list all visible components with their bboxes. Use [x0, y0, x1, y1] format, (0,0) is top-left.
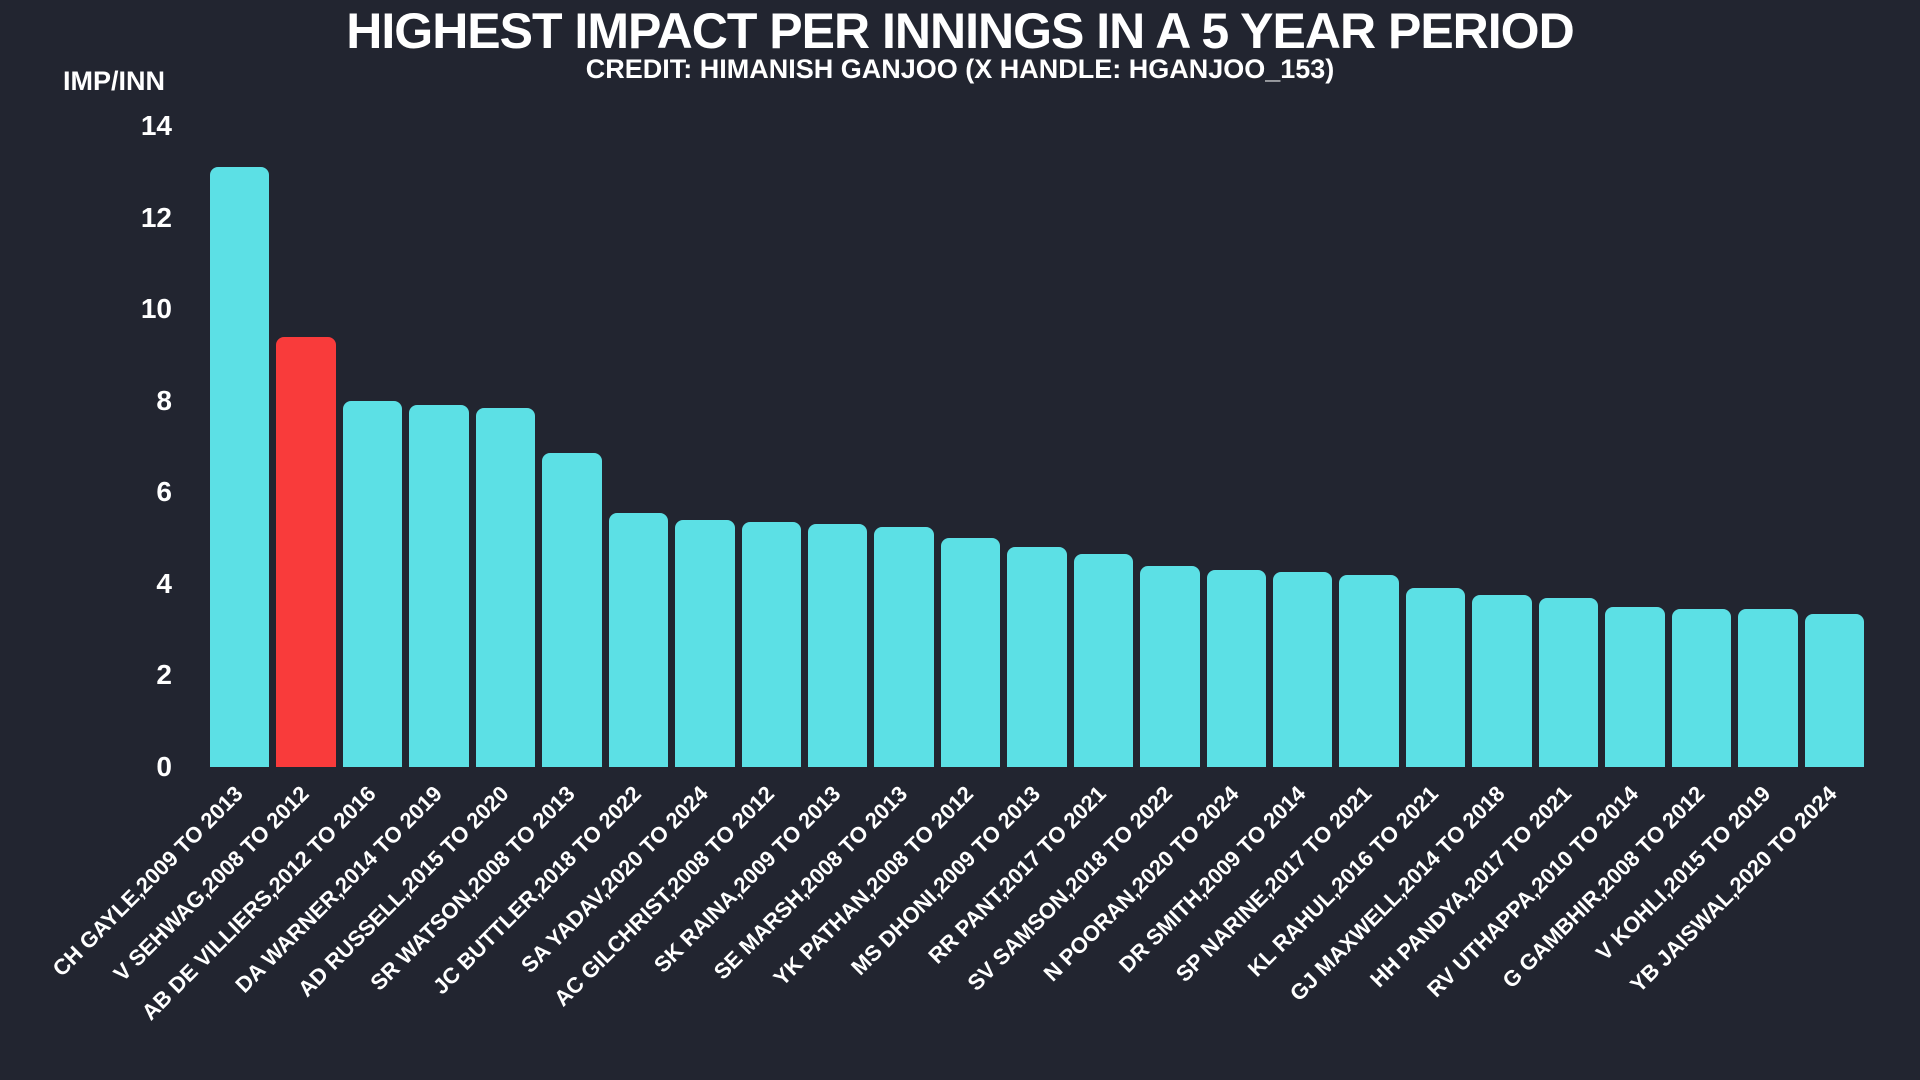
bar-rv-uthappa	[1605, 606, 1665, 767]
chart-title: HIGHEST IMPACT PER INNINGS IN A 5 YEAR P…	[346, 3, 1574, 59]
bar-n-pooran	[1206, 570, 1266, 767]
chart-subtitle: CREDIT: HIMANISH GANJOO (X HANDLE: HGANJ…	[585, 54, 1335, 84]
bar-ch-gayle	[210, 167, 270, 767]
bar-ad-russell	[475, 407, 536, 767]
bar-dr-smith	[1273, 572, 1333, 767]
y-axis-label: IMP/INN	[62, 66, 165, 96]
bar-kl-rahul	[1405, 588, 1466, 767]
bar-v-sehwag	[276, 336, 336, 767]
y-tick-label-2: 2	[156, 659, 172, 691]
bar-yb-jaiswal	[1804, 613, 1864, 767]
bar-sa-yadav	[675, 519, 735, 767]
bar-sv-samson	[1140, 565, 1200, 767]
y-tick-label-10: 10	[140, 293, 172, 325]
bar-ab-de-villiers	[342, 400, 403, 767]
bar-ms-dhoni	[1007, 547, 1067, 767]
bar-sp-narine	[1339, 574, 1399, 767]
bar-da-warner	[409, 405, 469, 767]
y-tick-label-6: 6	[156, 476, 172, 508]
bar-g-gambhir	[1671, 609, 1732, 767]
bar-jc-buttler	[608, 512, 669, 767]
bar-sr-watson	[542, 453, 602, 767]
y-tick-label-8: 8	[156, 384, 172, 416]
y-tick-label-12: 12	[140, 201, 172, 233]
bar-hh-pandya	[1538, 597, 1599, 767]
bar-yk-pathan	[940, 538, 1001, 767]
bar-gj-maxwell	[1472, 595, 1532, 767]
plot-area	[210, 126, 1864, 767]
bar-sk-raina	[807, 524, 868, 767]
bar-se-marsh	[874, 526, 934, 767]
y-tick-label-14: 14	[140, 110, 172, 141]
bar-ac-gilchrist	[741, 522, 801, 767]
bar-rr-pant	[1073, 554, 1134, 767]
bar-v-kohli	[1738, 609, 1798, 767]
y-tick-label-0: 0	[156, 751, 172, 782]
y-tick-label-4: 4	[156, 567, 172, 599]
